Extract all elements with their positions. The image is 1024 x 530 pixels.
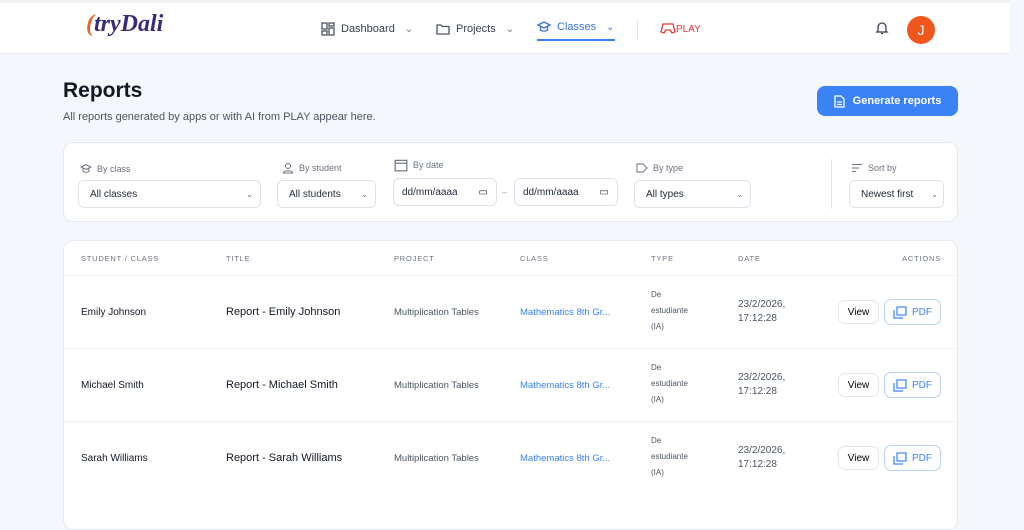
- date-to-input[interactable]: dd/mm/aaaa ▭: [514, 178, 618, 206]
- date-from-input[interactable]: dd/mm/aaaa ▭: [393, 178, 497, 206]
- report-title: Report - Sarah Williams: [226, 452, 343, 464]
- report-title: Report - Emily Johnson: [226, 306, 341, 318]
- reports-table: STUDENT / CLASS TITLE PROJECT CLASS TYPE…: [63, 240, 958, 530]
- dashboard-icon: [321, 22, 335, 36]
- pdf-button[interactable]: PDF: [884, 299, 941, 325]
- column-header: TITLE: [226, 254, 251, 263]
- calendar-icon: ▭: [599, 186, 609, 198]
- by-type-label: By type: [636, 162, 683, 174]
- gamepad-icon: [660, 23, 676, 34]
- pdf-file-icon: [893, 378, 907, 392]
- column-header: PROJECT: [394, 254, 435, 263]
- column-header: STUDENT / CLASS: [81, 254, 160, 263]
- chevron-down-icon: ⌄: [931, 189, 938, 199]
- report-type: De estudiante (IA): [651, 363, 688, 404]
- sort-select[interactable]: Newest first ⌄: [849, 180, 944, 208]
- sort-by-label: Sort by: [851, 162, 897, 174]
- view-button[interactable]: View: [838, 300, 879, 324]
- pdf-file-icon: [893, 305, 907, 319]
- column-header: DATE: [738, 254, 761, 263]
- type-select[interactable]: All types ⌄: [634, 180, 751, 208]
- folder-icon: [436, 24, 450, 35]
- column-header: CLASS: [520, 254, 549, 263]
- play-link[interactable]: PLAY: [660, 21, 701, 35]
- report-title: Report - Michael Smith: [226, 379, 338, 391]
- filters-panel: By class All classes ⌄ By student All stu…: [63, 142, 958, 222]
- page-subtitle: All reports generated by apps or with AI…: [63, 111, 376, 123]
- chevron-down-icon: ⌄: [505, 23, 515, 35]
- report-date: 23/2/2026, 17:12:28: [738, 372, 786, 397]
- calendar-icon: ▭: [478, 186, 488, 198]
- report-type: De estudiante (IA): [651, 290, 688, 331]
- class-link[interactable]: Mathematics 8th Gr...: [520, 380, 611, 391]
- generate-label: Generate reports: [852, 95, 942, 107]
- user-icon: [282, 163, 294, 174]
- class-link[interactable]: Mathematics 8th Gr...: [520, 453, 611, 464]
- table-row: Sarah Williams Report - Sarah Williams M…: [64, 421, 957, 494]
- class-select[interactable]: All classes ⌄: [78, 180, 261, 208]
- student-name: Emily Johnson: [81, 307, 147, 318]
- view-button[interactable]: View: [838, 446, 879, 470]
- generate-reports-button[interactable]: Generate reports: [817, 86, 958, 116]
- bell-icon[interactable]: [875, 21, 889, 35]
- table-row: Michael Smith Report - Michael Smith Mul…: [64, 348, 957, 421]
- chevron-down-icon: ⌄: [246, 189, 253, 199]
- page-title: Reports: [63, 79, 143, 102]
- report-type: De estudiante (IA): [651, 436, 688, 477]
- play-label: PLAY: [676, 24, 701, 35]
- chevron-down-icon: ⌄: [736, 189, 743, 199]
- class-link[interactable]: Mathematics 8th Gr...: [520, 307, 611, 318]
- view-button[interactable]: View: [838, 373, 879, 397]
- report-date: 23/2/2026, 17:12:28: [738, 445, 786, 470]
- student-select[interactable]: All students ⌄: [277, 180, 376, 208]
- chevron-down-icon: ⌄: [404, 23, 414, 35]
- tag-icon: [636, 163, 648, 173]
- project-name: Multiplication Tables: [394, 307, 479, 318]
- report-date: 23/2/2026, 17:12:28: [738, 299, 786, 324]
- graduation-cap-icon: [537, 21, 551, 32]
- nav-dashboard[interactable]: Dashboard ⌄: [321, 17, 413, 41]
- nav-label: Classes: [557, 21, 597, 33]
- chevron-down-icon: ⌄: [361, 189, 368, 199]
- by-date-label: By date: [394, 158, 444, 172]
- student-name: Michael Smith: [81, 380, 144, 391]
- divider: [637, 19, 638, 41]
- trydali-logo[interactable]: (tryDali: [86, 11, 164, 37]
- sort-icon: [852, 164, 862, 172]
- graduation-cap-icon: [80, 163, 92, 173]
- by-student-label: By student: [282, 162, 342, 174]
- pdf-file-icon: [893, 451, 907, 465]
- top-nav: (tryDali Dashboard ⌄ Projects ⌄ Classes ⌄ P…: [0, 0, 1010, 54]
- by-class-label: By class: [80, 163, 131, 175]
- pdf-button[interactable]: PDF: [884, 372, 941, 398]
- nav-label: Projects: [456, 23, 496, 35]
- table-row: Emily Johnson Report - Emily Johnson Mul…: [64, 275, 957, 348]
- date-separator: –: [502, 187, 508, 197]
- column-header: ACTIONS: [902, 254, 941, 263]
- divider: [831, 159, 832, 209]
- chevron-down-icon: ⌄: [606, 21, 615, 33]
- project-name: Multiplication Tables: [394, 380, 479, 391]
- nav-label: Dashboard: [341, 23, 395, 35]
- document-icon: [834, 94, 845, 108]
- calendar-icon: [394, 159, 408, 172]
- project-name: Multiplication Tables: [394, 453, 479, 464]
- avatar[interactable]: J: [907, 16, 935, 44]
- student-name: Sarah Williams: [81, 453, 148, 464]
- column-header: TYPE: [651, 254, 674, 263]
- nav-projects[interactable]: Projects ⌄: [436, 17, 514, 41]
- pdf-button[interactable]: PDF: [884, 445, 941, 471]
- nav-classes[interactable]: Classes ⌄: [537, 17, 615, 41]
